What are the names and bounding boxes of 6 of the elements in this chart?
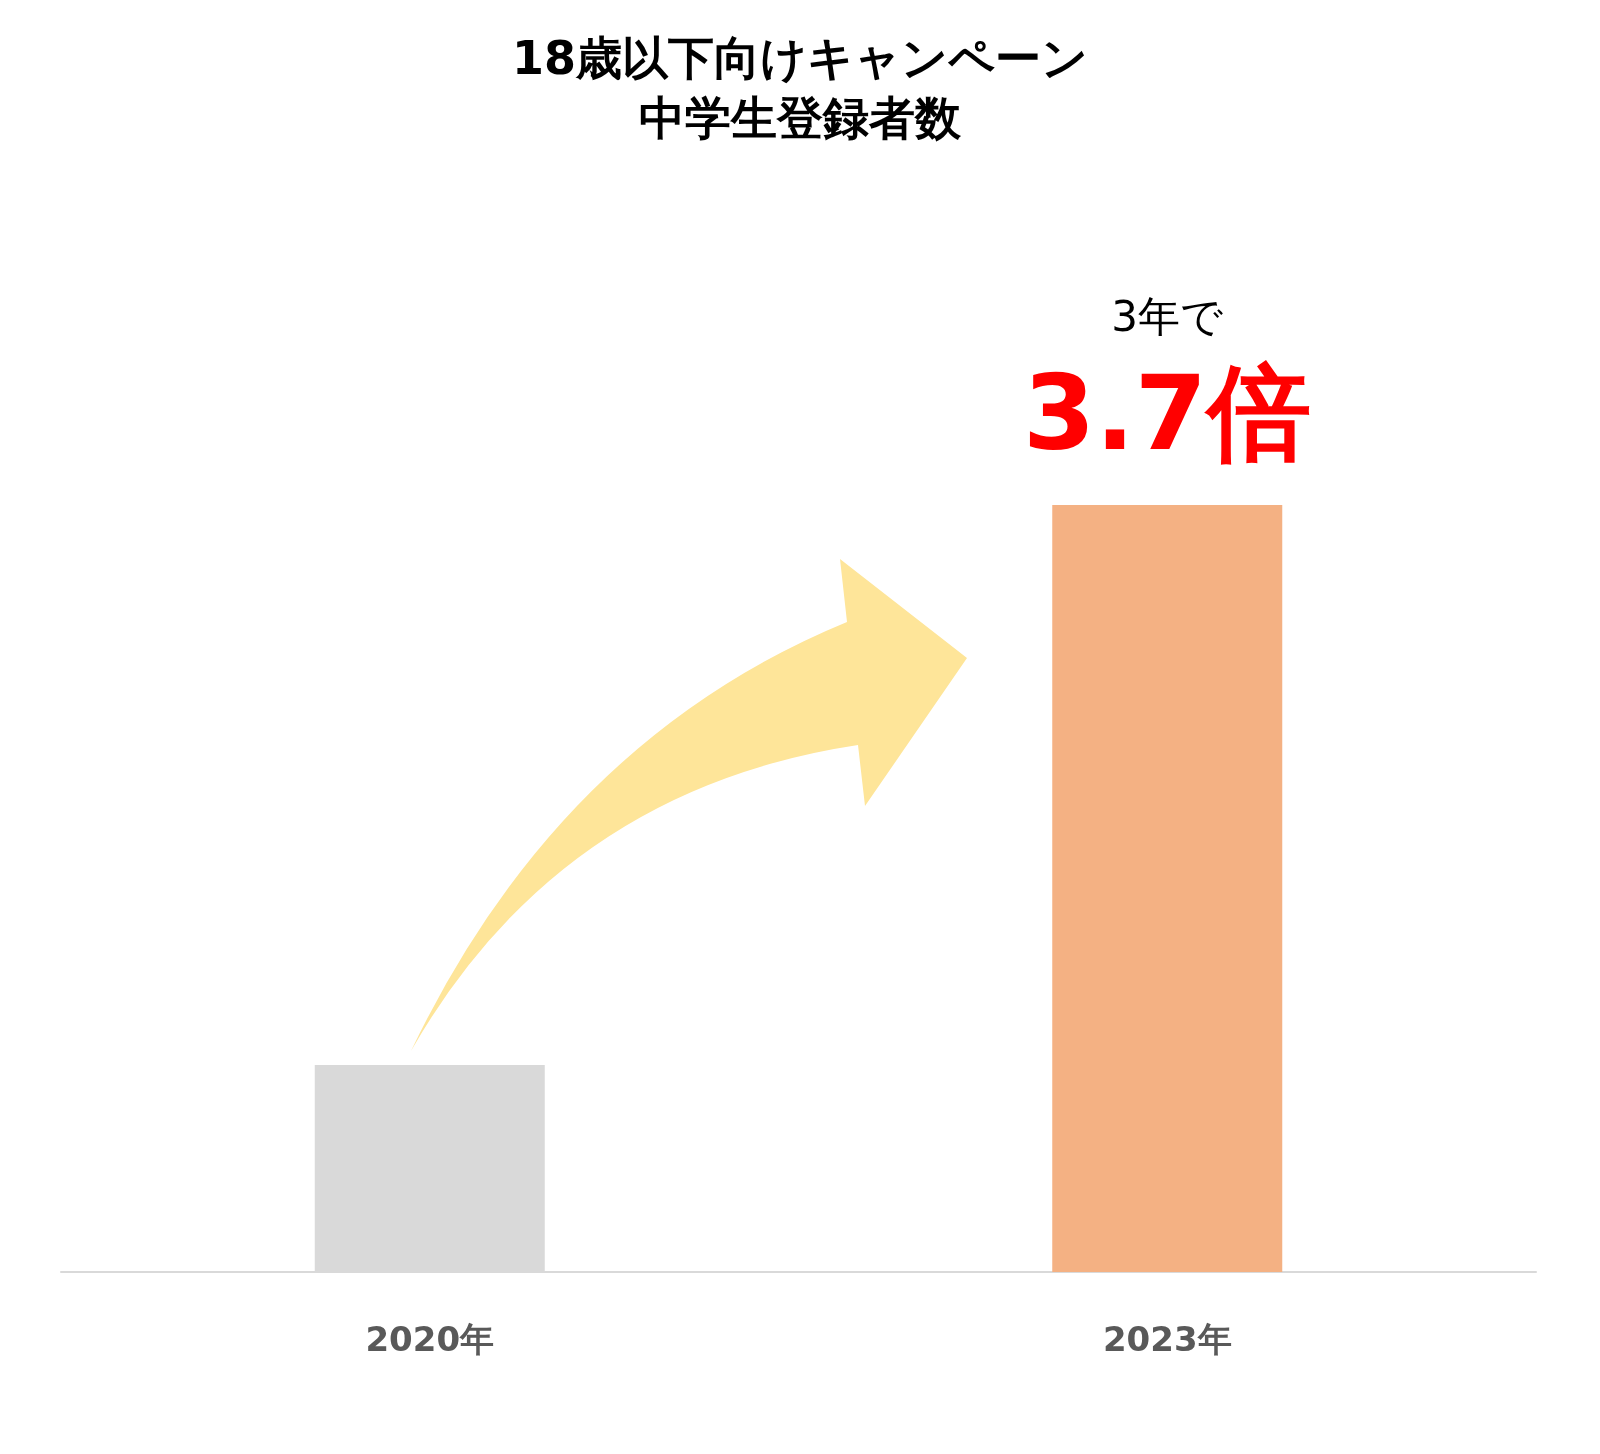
x-tick-label: 2020年: [365, 1319, 495, 1359]
chart-subtitle: 中学生登録者数: [639, 91, 962, 145]
text: 3年で: [1111, 291, 1223, 341]
chart-title: 18歳以下向けキャンペーン: [511, 31, 1089, 85]
text: 3.7倍: [1022, 352, 1312, 474]
x-tick-label: 2023年: [1102, 1319, 1232, 1359]
